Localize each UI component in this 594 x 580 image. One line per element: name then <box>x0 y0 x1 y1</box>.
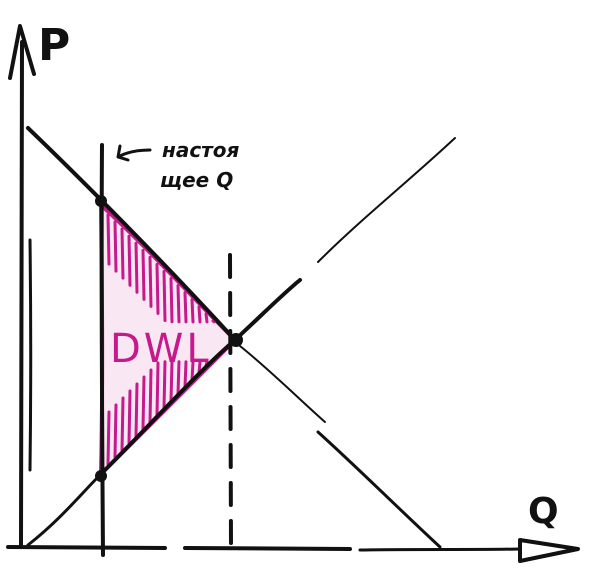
price-axis-label: P <box>38 20 70 71</box>
hatch-stroke <box>141 248 146 301</box>
equilibrium-quantity-dashed-line <box>228 253 233 547</box>
demand-curve <box>26 126 442 549</box>
hatch-stroke <box>197 305 202 324</box>
deadweight-loss-hatching <box>106 213 216 466</box>
hatch-stroke <box>190 360 195 382</box>
equilibrium-point <box>229 333 243 347</box>
deadweight-loss-label: DWL <box>110 326 212 372</box>
hatch-stroke <box>190 298 195 324</box>
deadweight-loss-fill <box>101 205 235 474</box>
hatch-stroke <box>113 403 118 459</box>
hatch-stroke <box>204 312 209 324</box>
hatch-stroke <box>141 375 146 431</box>
hatch-stroke <box>134 241 139 294</box>
price-axis-arrow <box>8 24 36 80</box>
actual-quantity-annotation-line1: настоя <box>162 138 240 162</box>
hatch-stroke <box>169 360 174 403</box>
hatch-stroke <box>120 396 125 452</box>
supply-curve <box>26 137 456 547</box>
hatch-stroke <box>148 255 153 308</box>
quantity-axis <box>6 538 580 563</box>
quantity-axis-arrow <box>518 538 580 563</box>
hatch-stroke <box>120 227 125 280</box>
quantity-axis-label: Q <box>528 491 559 532</box>
hatch-stroke <box>155 361 160 417</box>
hatch-stroke <box>162 269 167 322</box>
actual-quantity-annotation-line2: щее Q <box>160 168 233 192</box>
hatch-stroke <box>148 368 153 424</box>
demand-intersection-point <box>95 195 107 207</box>
hatch-stroke <box>176 284 181 324</box>
hatch-stroke <box>176 360 181 396</box>
hatch-stroke <box>134 382 139 438</box>
hatch-stroke <box>127 234 132 287</box>
hatch-stroke <box>183 360 188 389</box>
hatch-stroke <box>155 262 160 315</box>
hatch-stroke <box>211 319 216 324</box>
hatch-stroke <box>113 220 118 273</box>
annotation-arrow <box>116 144 152 162</box>
hatch-stroke <box>162 360 167 410</box>
hatch-stroke <box>106 213 111 266</box>
supply-intersection-point <box>95 470 107 482</box>
price-axis <box>8 24 36 547</box>
hatch-stroke <box>169 277 174 324</box>
hatch-stroke <box>106 410 111 466</box>
hatch-stroke <box>127 389 132 445</box>
hatch-stroke <box>183 291 188 324</box>
